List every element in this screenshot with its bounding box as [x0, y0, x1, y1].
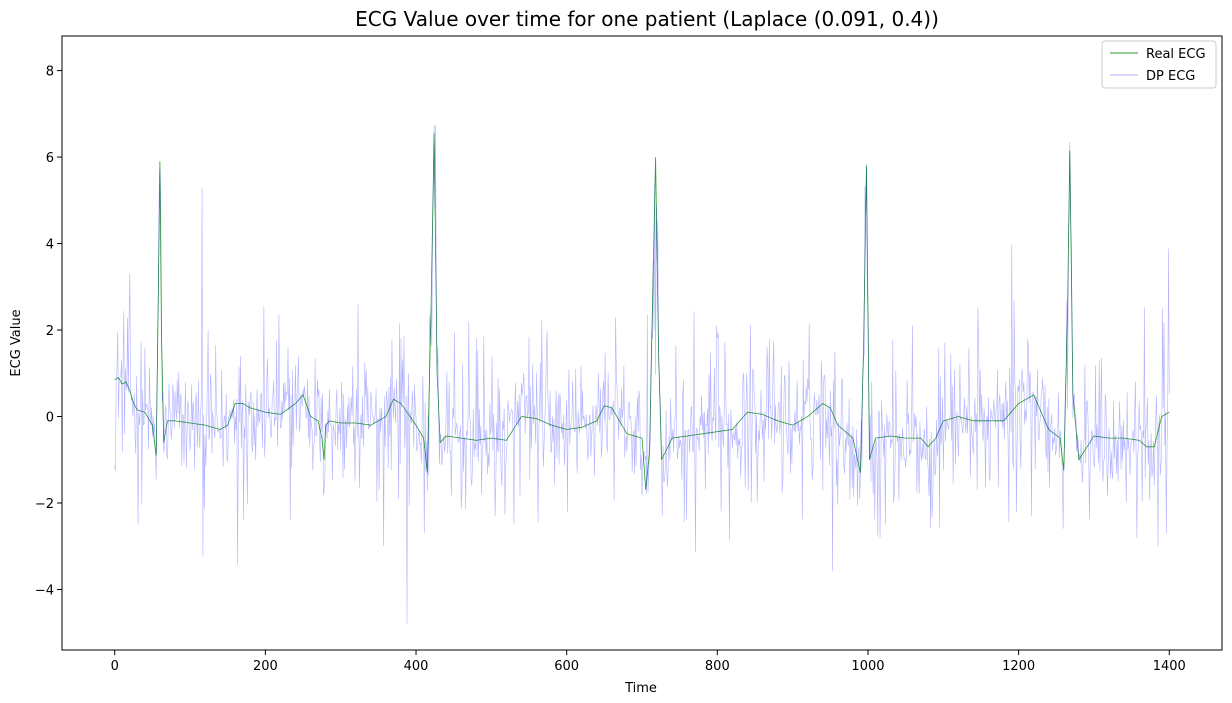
series-line-real-ecg	[114, 133, 1170, 491]
y-tick-label: −4	[35, 583, 54, 598]
y-tick-label: −2	[35, 497, 54, 512]
x-tick-label: 800	[705, 659, 730, 674]
legend-label-real-ecg: Real ECG	[1146, 47, 1206, 62]
legend: Real ECG DP ECG	[1101, 40, 1217, 89]
x-axis: 0 200 400 600 800 1000 1200 1400	[111, 650, 1186, 674]
chart-title: ECG Value over time for one patient (Lap…	[355, 7, 939, 31]
y-tick-label: 4	[46, 238, 54, 253]
x-tick-label: 0	[111, 659, 119, 674]
x-tick-label: 400	[404, 659, 429, 674]
x-tick-label: 600	[554, 659, 579, 674]
x-tick-label: 1000	[851, 659, 884, 674]
plot-frame	[61, 35, 1223, 651]
y-axis: −4 −2 0 2 4 6 8	[35, 65, 62, 598]
y-tick-label: 6	[46, 151, 54, 166]
x-axis-label: Time	[624, 681, 657, 696]
plot-area	[114, 124, 1170, 625]
series-line-dp-ecg	[114, 124, 1170, 625]
x-tick-label: 200	[253, 659, 278, 674]
legend-label-dp-ecg: DP ECG	[1146, 69, 1195, 84]
y-tick-label: 8	[46, 65, 54, 80]
y-tick-label: 2	[46, 324, 54, 339]
x-tick-label: 1400	[1153, 659, 1186, 674]
y-tick-label: 0	[46, 411, 54, 426]
x-tick-label: 1200	[1002, 659, 1035, 674]
y-axis-label: ECG Value	[9, 309, 24, 376]
